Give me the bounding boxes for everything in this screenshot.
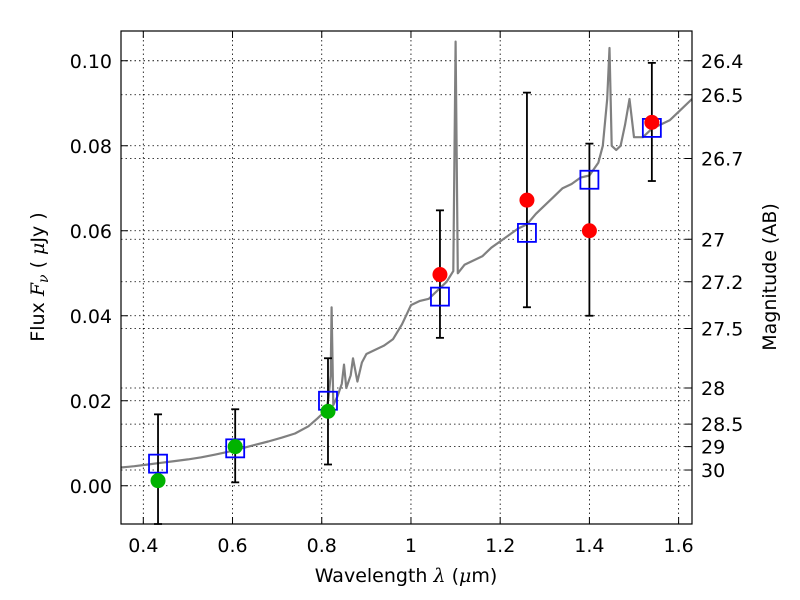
plot-frame [120,30,693,525]
mag-tick-label: 28.5 [701,414,743,436]
mag-tick-label: 29 [701,437,725,459]
x-axis-title-unit-rest: m) [471,565,497,587]
y-tick-label: 0.10 [70,51,112,73]
grid [121,31,692,524]
x-tick-label: 1 [405,535,417,557]
upper-limit-point-marker [150,473,166,489]
x-tick-label: 1.6 [664,535,694,557]
y-axis-title-unit-open: ( [27,255,49,275]
x-tick-label: 1.4 [574,535,604,557]
mag-tick-label: 26.4 [701,51,743,73]
x-axis-title-prefix: Wavelength [315,565,434,587]
x-axis-title: Wavelength λ (μm) [315,565,498,587]
y-axis-title-unit-rest: Jy ) [27,212,49,243]
observed-point-marker [519,192,535,208]
mag-tick-label: 26.5 [701,85,743,107]
observed-point-marker [432,267,448,283]
observed-point-marker [644,114,660,130]
x-tick-label: 1.2 [485,535,515,557]
mag-tick-label: 26.7 [701,149,743,171]
y-axis-title-prefix: Flux [27,296,49,342]
x-axis-title-unit-mu: μ [459,565,471,587]
x-tick-label: 0.8 [307,535,337,557]
upper-limit-point-marker [227,439,243,455]
y-tick-label: 0.06 [70,221,112,243]
sed-curve [121,40,692,469]
y-tick-label: 0.08 [70,136,112,158]
observed-point-marker [581,223,597,239]
y-tick-label: 0.04 [70,306,112,328]
observed-points [432,114,660,283]
mag-tick-label: 27 [701,229,725,251]
mag-tick-label: 30 [701,460,725,482]
y-axis-ticks: 0.00 0.02 0.04 0.06 0.08 0.10 [70,51,128,498]
x-tick-label: 0.6 [217,535,247,557]
y-axis-title-subscript: ν [36,274,52,283]
x-axis-title-symbol: λ [432,565,445,587]
model-square-marker [148,453,168,474]
y-tick-label: 0.00 [70,476,112,498]
y-tick-label: 0.02 [70,391,112,413]
model-square-marker [430,286,450,307]
x-axis-title-unit-open: ( [446,565,459,587]
mag-tick-label: 28 [701,378,725,400]
model-square-marker [517,222,537,243]
mag-tick-label: 27.5 [701,319,743,341]
y-axis-title-symbol: F [27,282,49,297]
upper-limit-point-marker [320,403,336,419]
upper-limit-points [150,403,336,489]
x-tick-label: 0.4 [128,535,158,557]
y-axis-title-unit-mu: μ [27,243,49,255]
sed-curve-group [121,40,692,469]
model-square-marker [579,169,600,190]
mag-tick-label: 27.2 [701,272,743,294]
y-axis-title: Flux Fν ( μJy ) [27,212,52,341]
y2-axis-title: Magnitude (AB) [759,203,781,351]
x-axis-ticks: 0.4 0.6 0.8 1 1.2 1.4 1.6 [128,31,694,557]
